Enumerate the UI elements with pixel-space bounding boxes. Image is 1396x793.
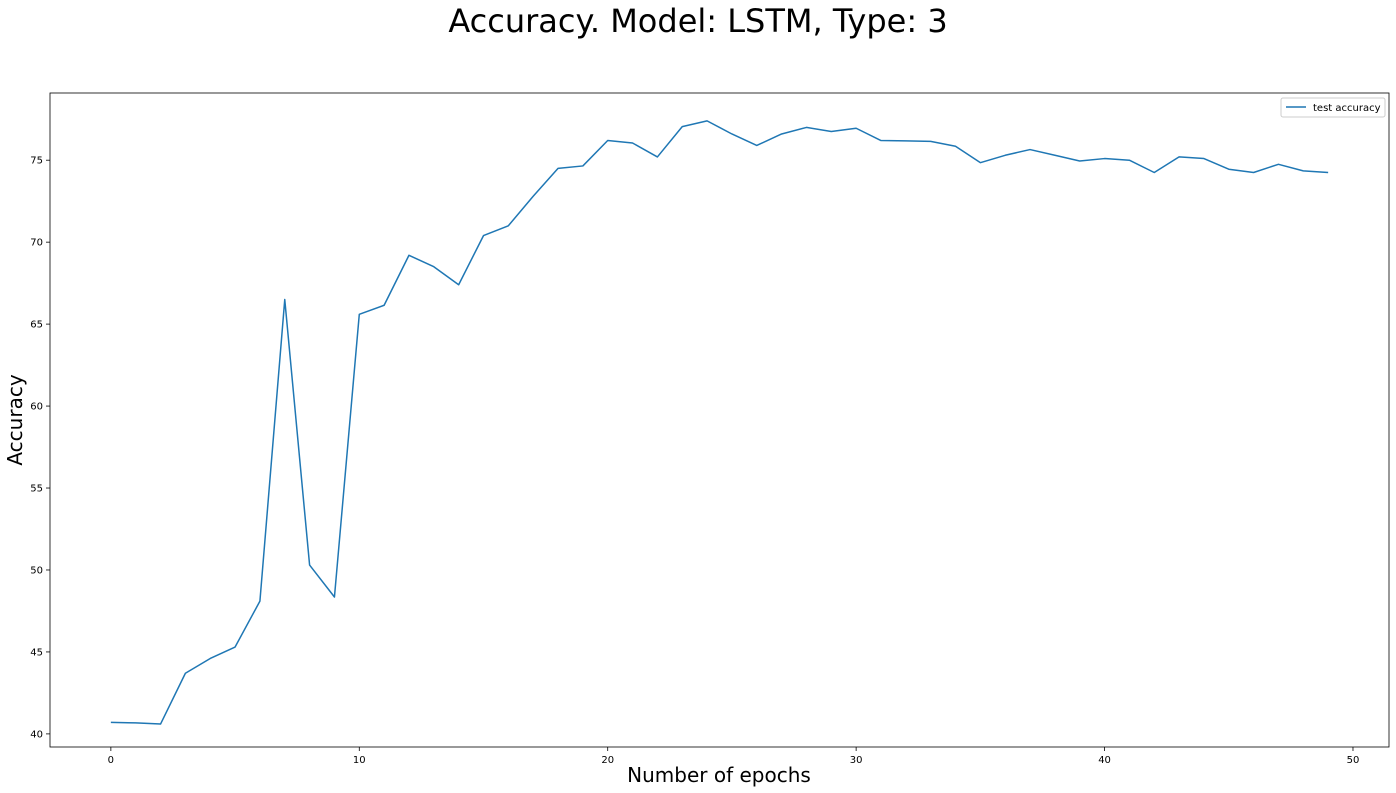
chart-title: Accuracy. Model: LSTM, Type: 3: [448, 2, 947, 40]
x-tick-label: 20: [601, 755, 614, 766]
series-line-test-accuracy: [110, 120, 1329, 725]
x-tick-label: 10: [353, 755, 366, 766]
x-tick-label: 0: [108, 755, 114, 766]
plot-frame: [49, 92, 1390, 748]
legend-label-test-accuracy: test accuracy: [1313, 103, 1381, 114]
y-tick-label: 60: [30, 402, 43, 413]
x-tick-label: 50: [1347, 755, 1360, 766]
plot-area: 0 10 20 30 40 50 40 45 50 55 60 65 70 75: [30, 92, 1390, 766]
y-tick-label: 50: [30, 565, 43, 576]
y-tick-label: 75: [30, 156, 43, 167]
x-tick-label: 40: [1098, 755, 1111, 766]
y-tick-label: 65: [30, 320, 43, 331]
x-tick-label: 30: [850, 755, 863, 766]
legend: test accuracy: [1280, 97, 1386, 118]
y-tick-label: 70: [30, 238, 43, 249]
y-tick-label: 45: [30, 647, 43, 658]
x-axis-label: Number of epochs: [627, 763, 811, 787]
y-axis-label: Accuracy: [3, 374, 27, 465]
legend-box: [1280, 97, 1386, 118]
y-tick-label: 55: [30, 484, 43, 495]
y-tick-label: 40: [30, 729, 43, 740]
